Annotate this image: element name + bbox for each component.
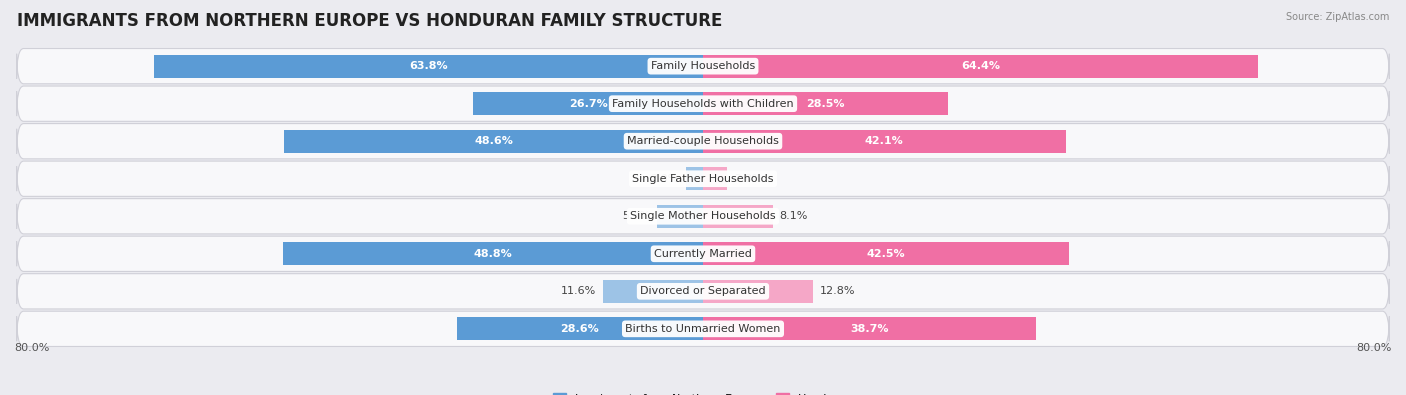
Bar: [472, 92, 703, 115]
Text: 48.8%: 48.8%: [474, 249, 512, 259]
FancyBboxPatch shape: [17, 161, 1389, 196]
Text: 8.1%: 8.1%: [780, 211, 808, 221]
Text: 64.4%: 64.4%: [960, 61, 1000, 71]
Text: Divorced or Separated: Divorced or Separated: [640, 286, 766, 296]
Bar: [703, 205, 773, 228]
FancyBboxPatch shape: [17, 49, 1389, 84]
Text: 5.3%: 5.3%: [623, 211, 651, 221]
Text: 26.7%: 26.7%: [568, 99, 607, 109]
Bar: [703, 167, 727, 190]
Text: Births to Unmarried Women: Births to Unmarried Women: [626, 324, 780, 334]
Text: Family Households: Family Households: [651, 61, 755, 71]
Text: 48.6%: 48.6%: [474, 136, 513, 146]
FancyBboxPatch shape: [17, 311, 1389, 346]
Text: IMMIGRANTS FROM NORTHERN EUROPE VS HONDURAN FAMILY STRUCTURE: IMMIGRANTS FROM NORTHERN EUROPE VS HONDU…: [17, 12, 723, 30]
Bar: [686, 167, 703, 190]
Text: 38.7%: 38.7%: [851, 324, 889, 334]
Bar: [283, 242, 703, 265]
Bar: [703, 280, 813, 303]
Bar: [703, 55, 1257, 78]
FancyBboxPatch shape: [17, 86, 1389, 121]
Bar: [284, 130, 703, 153]
Text: Married-couple Households: Married-couple Households: [627, 136, 779, 146]
Bar: [703, 92, 949, 115]
Bar: [703, 130, 1066, 153]
Text: 80.0%: 80.0%: [14, 343, 49, 353]
FancyBboxPatch shape: [17, 274, 1389, 309]
Text: Single Mother Households: Single Mother Households: [630, 211, 776, 221]
Bar: [658, 205, 703, 228]
FancyBboxPatch shape: [17, 199, 1389, 234]
FancyBboxPatch shape: [17, 124, 1389, 159]
Text: 28.6%: 28.6%: [561, 324, 599, 334]
Bar: [153, 55, 703, 78]
Text: 63.8%: 63.8%: [409, 61, 447, 71]
Text: 12.8%: 12.8%: [820, 286, 856, 296]
FancyBboxPatch shape: [17, 236, 1389, 271]
Text: 42.1%: 42.1%: [865, 136, 904, 146]
Text: 2.0%: 2.0%: [651, 174, 679, 184]
Text: 11.6%: 11.6%: [561, 286, 596, 296]
Bar: [457, 317, 703, 340]
Text: 80.0%: 80.0%: [1357, 343, 1392, 353]
Text: 2.8%: 2.8%: [734, 174, 762, 184]
Legend: Immigrants from Northern Europe, Honduran: Immigrants from Northern Europe, Hondura…: [548, 389, 858, 395]
Text: Currently Married: Currently Married: [654, 249, 752, 259]
Text: Single Father Households: Single Father Households: [633, 174, 773, 184]
Text: 42.5%: 42.5%: [866, 249, 905, 259]
Text: Family Households with Children: Family Households with Children: [612, 99, 794, 109]
Bar: [703, 242, 1069, 265]
Text: Source: ZipAtlas.com: Source: ZipAtlas.com: [1285, 12, 1389, 22]
Bar: [603, 280, 703, 303]
Text: 28.5%: 28.5%: [807, 99, 845, 109]
Bar: [703, 317, 1036, 340]
